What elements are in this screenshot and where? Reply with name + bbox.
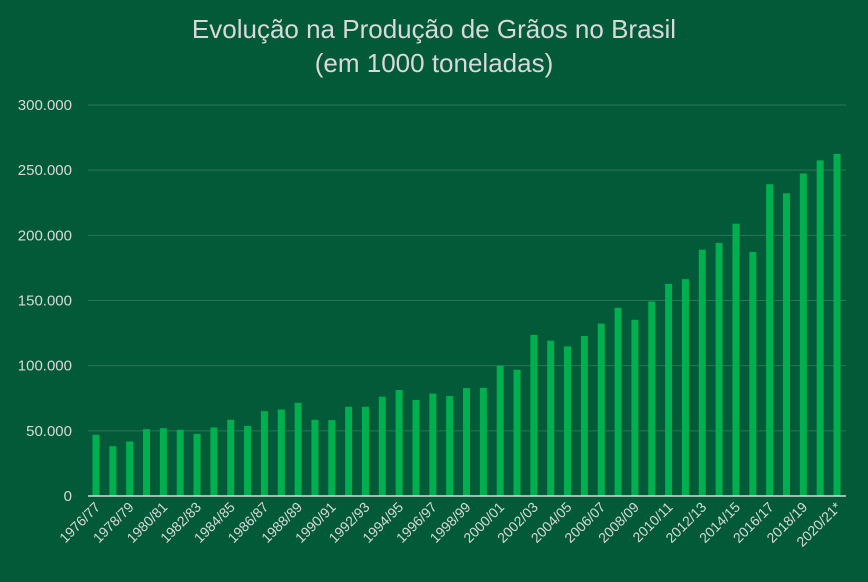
bar [176,429,184,496]
bar [766,184,774,496]
bar [479,387,487,496]
bar [328,420,336,496]
bar [277,409,285,496]
y-tick-label: 300.000 [18,97,72,114]
bar [496,365,504,496]
y-tick-label: 50.000 [26,423,72,440]
y-tick-label: 0 [64,488,72,505]
bar [109,446,117,496]
bar [681,279,689,496]
y-tick-label: 250.000 [18,162,72,179]
bar [345,406,353,496]
bar [143,429,151,496]
bar [816,160,824,496]
bar [463,388,470,496]
bar [597,323,605,496]
bar [698,249,706,496]
chart-title: Evolução na Produção de Grãos no Brasil … [0,12,868,80]
bar [715,243,723,496]
bar [210,427,218,496]
bar [311,419,319,496]
bar [446,396,454,496]
bar [833,153,841,496]
bar [749,252,757,496]
bar [580,335,588,496]
bar [159,428,167,496]
y-tick-label: 150.000 [18,293,72,310]
y-tick-label: 200.000 [18,227,72,244]
bar [227,419,235,496]
y-tick-label: 100.000 [18,358,72,375]
bar [799,173,807,497]
bar [395,390,403,496]
bar [126,441,134,496]
bar [378,396,386,496]
bar [361,406,369,496]
bar [244,425,252,496]
bar [782,193,790,497]
bar [564,346,572,496]
bar [193,433,201,496]
bar [294,402,302,496]
bar [665,283,673,496]
bar [530,334,538,496]
bar [614,307,622,496]
bar [412,400,420,496]
chart-subtitle: (em 1000 toneladas) [314,48,554,78]
bar [260,411,268,496]
bar [547,340,555,496]
bar [732,223,740,496]
bar [648,301,656,496]
bar [92,434,100,496]
bar [513,369,521,496]
bar [631,319,639,496]
bar [429,393,437,496]
chart-title-main: Evolução na Produção de Grãos no Brasil [191,14,677,44]
